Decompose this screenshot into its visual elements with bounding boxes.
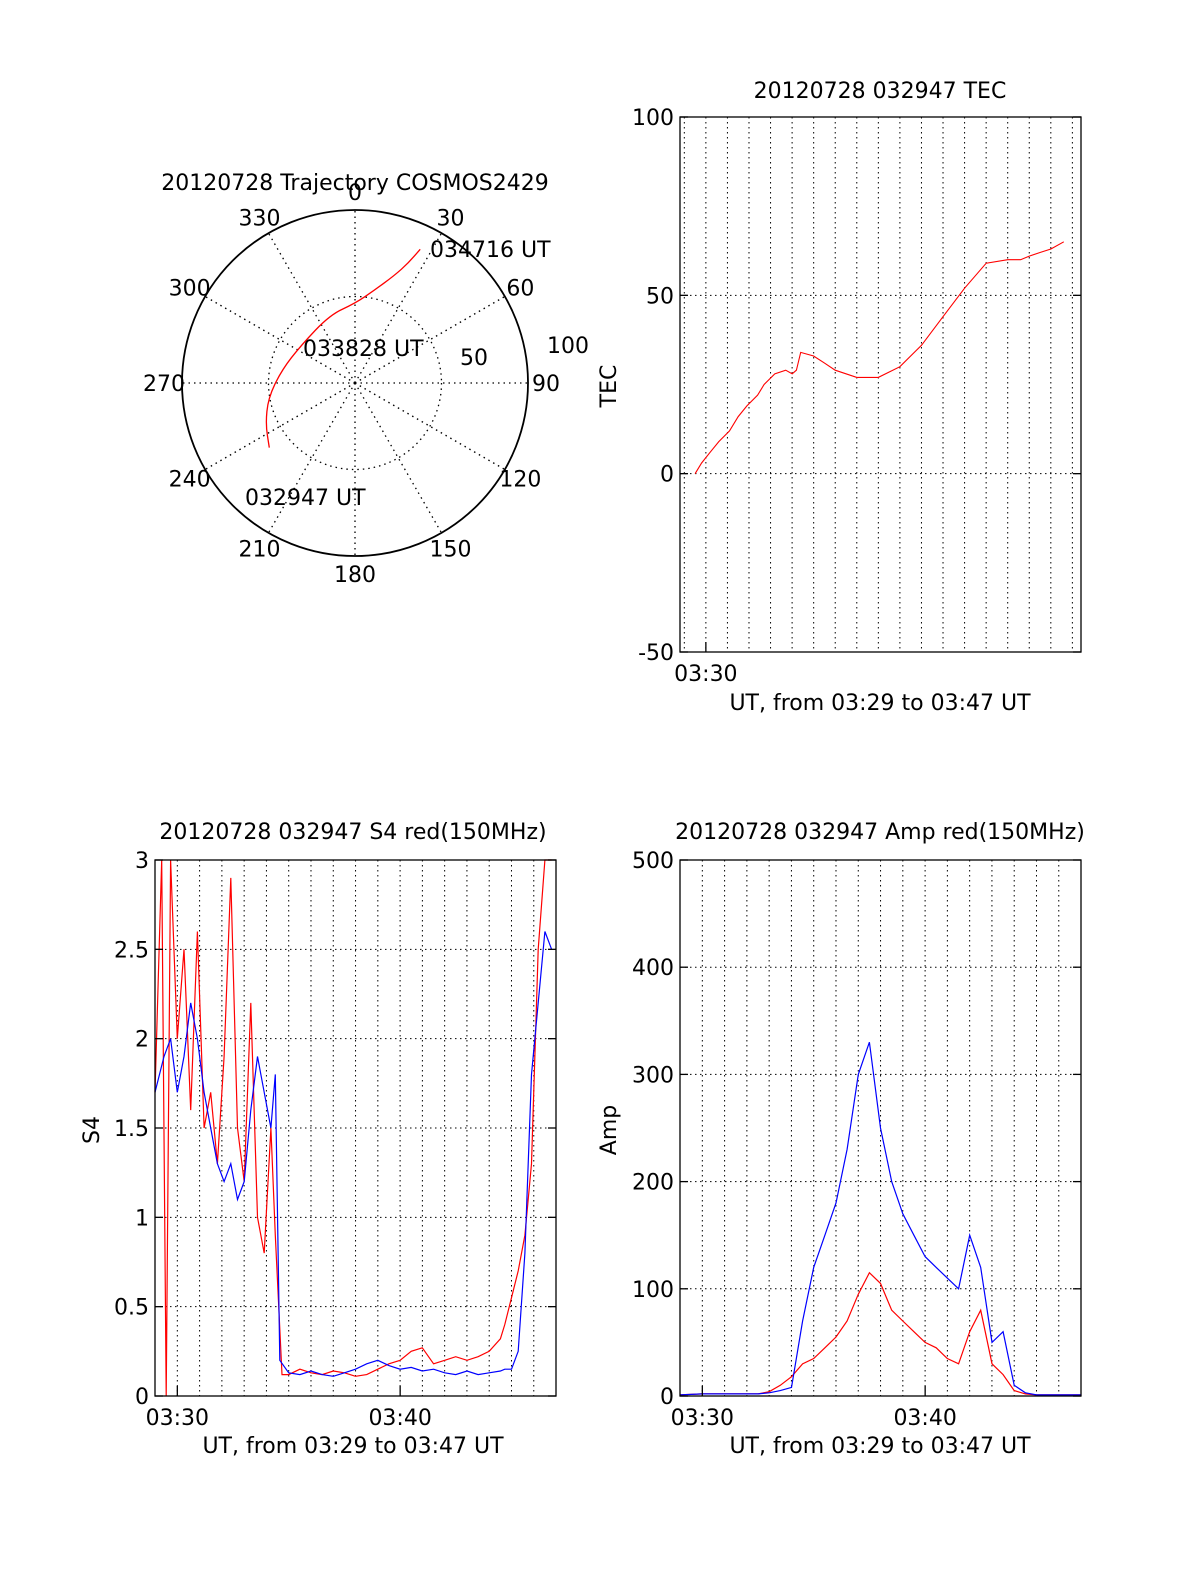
trajectory-mid-label: 033828 UT [303,337,424,362]
x-tick-label: 03:30 [146,1406,209,1431]
s4-title: 20120728 032947 S4 red(150MHz) [159,820,546,845]
y-tick-label: 200 [632,1171,674,1196]
polar-azimuth-label-300: 300 [169,277,211,302]
y-tick-label: 500 [632,849,674,874]
y-tick-label: 400 [632,956,674,981]
y-tick-label: 2 [135,1028,149,1053]
y-tick-label: 300 [632,1063,674,1088]
x-tick-label: 03:40 [893,1406,956,1431]
y-tick-label: 0.5 [114,1296,149,1321]
y-tick-label: 100 [632,106,674,131]
y-tick-label: 1 [135,1206,149,1231]
y-tick-label: 50 [646,284,674,309]
plot-frame [680,117,1081,652]
amp-title: 20120728 032947 Amp red(150MHz) [675,820,1085,845]
polar-plot: 20120728 Trajectory COSMOS2429 030609012… [143,171,589,588]
y-tick-label: 1.5 [114,1117,149,1142]
polar-azimuth-label-270: 270 [143,372,185,397]
tec-xlabel: UT, from 03:29 to 03:47 UT [729,691,1031,716]
polar-azimuth-label-180: 180 [334,563,376,588]
y-tick-label: -50 [638,641,674,666]
polar-azimuth-label-0: 0 [348,181,362,206]
series-line-red [155,860,552,1396]
y-tick-label: 3 [135,849,149,874]
polar-radial-label-50: 50 [460,346,488,371]
y-tick-label: 100 [632,1278,674,1303]
amp-plot: 20120728 032947 Amp red(150MHz) 01002003… [597,820,1085,1459]
polar-radial-label-100: 100 [547,334,589,359]
series-line-blue [155,932,552,1377]
y-tick-label: 0 [660,463,674,488]
x-tick-label: 03:30 [674,662,737,687]
s4-xlabel: UT, from 03:29 to 03:47 UT [202,1434,504,1459]
polar-azimuth-label-150: 150 [430,537,472,562]
trajectory-start-label: 032947 UT [245,486,366,511]
amp-ylabel: Amp [597,1105,622,1155]
polar-azimuth-label-240: 240 [169,468,211,493]
trajectory-end-label: 034716 UT [430,238,551,263]
polar-azimuth-label-120: 120 [499,468,541,493]
figure-canvas: 20120728 Trajectory COSMOS2429 030609012… [0,0,1200,1575]
polar-azimuth-label-210: 210 [239,537,281,562]
polar-azimuth-label-60: 60 [506,277,534,302]
series-line-red [695,242,1064,474]
amp-xlabel: UT, from 03:29 to 03:47 UT [729,1434,1031,1459]
polar-spoke-150 [355,383,442,533]
polar-azimuth-label-330: 330 [239,207,281,232]
tec-ylabel: TEC [597,365,622,409]
tec-plot: 20120728 032947 TEC -50 0 50 100 03:30 TEC U… [597,79,1081,716]
polar-azimuth-label-30: 30 [437,207,465,232]
x-tick-label: 03:30 [671,1406,734,1431]
y-tick-label: 2.5 [114,938,149,963]
x-tick-label: 03:40 [368,1406,431,1431]
polar-azimuth-label-90: 90 [532,372,560,397]
tec-plot-area: -50 0 50 100 03:30 [632,106,1081,687]
tec-title: 20120728 032947 TEC [754,79,1007,104]
s4-plot: 20120728 032947 S4 red(150MHz) 00.511.52… [80,820,556,1459]
s4-ylabel: S4 [80,1116,105,1144]
